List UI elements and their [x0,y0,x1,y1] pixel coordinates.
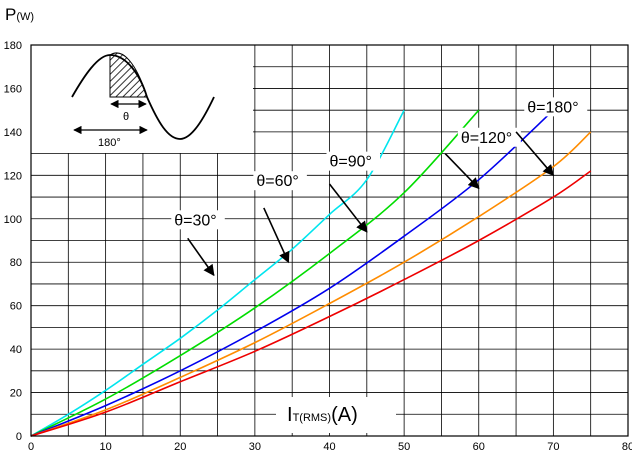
x-tick-label: 10 [100,441,112,453]
x-axis-title-bg [276,397,396,433]
annotation-arrow-2 [263,207,290,264]
y-tick-label: 40 [10,344,22,356]
series-lines [30,109,592,437]
annotation-label-3: θ=90° [330,154,372,171]
y-tick-label: 140 [4,127,22,139]
annotation-label-4: θ=120° [461,130,512,147]
x-axis-title-main: I [287,404,293,426]
annotation-arrow-3 [328,183,368,233]
series-line-2 [30,109,480,437]
series-line-5 [30,170,592,437]
x-tick-label: 60 [473,441,485,453]
x-tick-label: 0 [28,441,34,453]
x-tick-label: 20 [174,441,186,453]
x-tick-label: 70 [547,441,559,453]
annotation-arrow-1 [187,237,215,277]
x-tick-label: 50 [398,441,410,453]
annotation-bg [524,97,588,117]
x-axis-title-suffix: (A) [331,404,358,426]
annotation-arrow-5 [515,131,555,177]
annotation-label-2: θ=60° [256,173,298,190]
y-tick-label: 120 [4,170,22,182]
period-label: 180° [98,137,121,149]
x-tick-label: 30 [249,441,261,453]
y-tick-label: 160 [4,83,22,95]
y-tick-label: 180 [4,40,22,52]
annotation-bg [253,171,307,191]
y-tick-label: 100 [4,214,22,226]
x-axis-title-sub: T(RMS) [293,412,332,424]
y-tick-label: 80 [10,257,22,269]
y-axis-title: P(W) [5,5,34,24]
plot-frame [30,44,629,437]
y-axis-title-sub: (W) [16,11,34,23]
annotation-label-1: θ=30° [174,212,216,229]
series-line-4 [30,131,592,437]
theta-label: θ [123,111,129,123]
inset-background [31,45,253,153]
x-tick-label: 80 [622,441,632,453]
annotation-bg [171,210,225,230]
waveform-inset: θ 180° [31,45,253,153]
x-axis-title: IT(RMS)(A) [287,404,358,426]
sine-wave [71,54,215,140]
y-tick-label: 0 [16,431,22,443]
annotations: θ=30° θ=60° θ=90° θ=120° θ=180° [171,97,588,277]
annotation-label-5: θ=180° [527,99,578,116]
annotation-arrow-4 [444,153,480,190]
x-tick-label: 40 [323,441,335,453]
annotation-bg [457,127,521,147]
y-tick-label: 60 [10,301,22,313]
y-tick-label: 20 [10,388,22,400]
annotation-bg [326,151,380,171]
tick-labels: 0 10 20 30 40 50 60 70 80 0 20 40 60 80 100 120 140 160 18… [4,40,632,453]
y-axis-title-main: P [5,5,16,24]
